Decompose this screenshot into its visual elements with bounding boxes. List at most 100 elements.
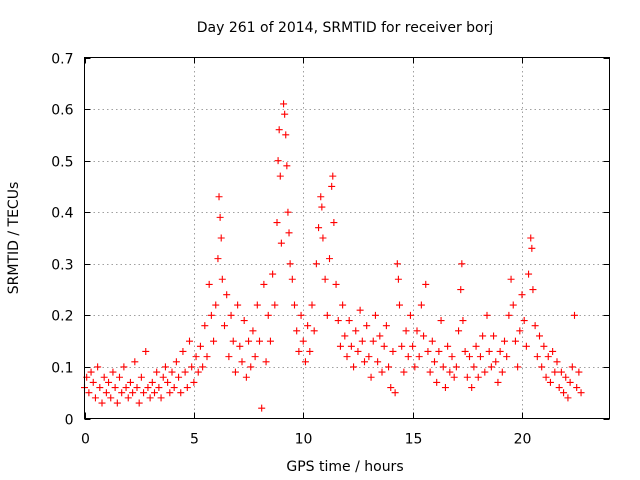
data-point bbox=[455, 327, 463, 335]
data-point bbox=[227, 311, 235, 319]
data-point bbox=[137, 373, 145, 381]
data-point bbox=[207, 311, 215, 319]
data-point bbox=[229, 337, 237, 345]
data-point bbox=[393, 260, 401, 268]
data-point bbox=[271, 301, 279, 309]
data-point bbox=[277, 239, 285, 247]
x-axis-label: GPS time / hours bbox=[286, 459, 403, 475]
y-tick-label: 0.2 bbox=[51, 309, 73, 325]
data-point bbox=[91, 394, 99, 402]
data-point bbox=[448, 353, 456, 361]
data-point bbox=[505, 311, 513, 319]
data-point bbox=[441, 384, 449, 392]
data-point bbox=[317, 193, 325, 201]
data-point bbox=[358, 337, 366, 345]
data-point bbox=[282, 131, 290, 139]
data-point bbox=[301, 358, 309, 366]
data-point bbox=[330, 219, 338, 227]
data-point bbox=[531, 322, 539, 330]
data-point bbox=[274, 157, 282, 165]
data-point bbox=[172, 358, 180, 366]
y-tick-label: 0.3 bbox=[51, 258, 73, 274]
data-point bbox=[352, 327, 360, 335]
data-point bbox=[404, 353, 412, 361]
data-point bbox=[411, 363, 419, 371]
data-point bbox=[509, 301, 517, 309]
data-point bbox=[428, 337, 436, 345]
data-point bbox=[468, 384, 476, 392]
data-point bbox=[328, 182, 336, 190]
data-point bbox=[168, 368, 176, 376]
data-point bbox=[326, 255, 333, 263]
data-point bbox=[529, 286, 537, 294]
data-point bbox=[253, 301, 261, 309]
data-point bbox=[422, 280, 430, 288]
data-point bbox=[476, 353, 484, 361]
data-point bbox=[533, 353, 541, 361]
data-point bbox=[479, 332, 487, 340]
data-point bbox=[343, 353, 351, 361]
data-point bbox=[332, 280, 340, 288]
data-point bbox=[306, 347, 314, 355]
data-point bbox=[522, 342, 530, 350]
y-tick-label: 0.4 bbox=[51, 206, 73, 222]
data-point bbox=[105, 378, 113, 386]
data-point bbox=[571, 311, 578, 319]
data-point bbox=[542, 373, 550, 381]
data-point bbox=[109, 368, 117, 376]
data-point bbox=[210, 337, 218, 345]
y-tick-label: 0.5 bbox=[51, 155, 73, 171]
data-point bbox=[501, 337, 508, 345]
data-point bbox=[450, 373, 458, 381]
data-point bbox=[153, 368, 161, 376]
data-point bbox=[192, 353, 200, 361]
data-point bbox=[116, 373, 123, 381]
data-point bbox=[146, 394, 154, 402]
data-point bbox=[433, 378, 441, 386]
data-point bbox=[494, 378, 502, 386]
data-point bbox=[201, 322, 209, 330]
data-point bbox=[94, 363, 102, 371]
data-point bbox=[107, 394, 115, 402]
data-point bbox=[242, 373, 250, 381]
data-point bbox=[466, 353, 473, 361]
data-point bbox=[496, 347, 504, 355]
data-point bbox=[551, 368, 559, 376]
data-point bbox=[283, 162, 291, 170]
data-point bbox=[400, 368, 408, 376]
data-point bbox=[562, 373, 570, 381]
data-point bbox=[374, 358, 382, 366]
data-point bbox=[157, 394, 165, 402]
data-point bbox=[376, 332, 384, 340]
data-point bbox=[319, 234, 327, 242]
x-tick-label: 0 bbox=[81, 432, 90, 448]
data-point bbox=[525, 270, 533, 278]
data-point bbox=[461, 347, 469, 355]
data-point bbox=[155, 384, 163, 392]
data-point bbox=[350, 363, 358, 371]
data-point bbox=[487, 363, 495, 371]
data-point bbox=[218, 275, 226, 283]
data-point bbox=[148, 378, 156, 386]
data-point bbox=[546, 378, 554, 386]
data-point bbox=[129, 389, 137, 397]
y-tick-label: 0 bbox=[65, 413, 74, 429]
data-point bbox=[284, 208, 292, 216]
data-point bbox=[444, 342, 452, 350]
data-point bbox=[520, 317, 528, 325]
data-point bbox=[120, 363, 128, 371]
data-point bbox=[557, 368, 565, 376]
data-point bbox=[164, 378, 172, 386]
data-point bbox=[492, 358, 500, 366]
data-point bbox=[507, 275, 515, 283]
data-point bbox=[142, 347, 150, 355]
data-point bbox=[181, 368, 189, 376]
data-point bbox=[225, 353, 233, 361]
x-tick-label: 5 bbox=[190, 432, 199, 448]
data-point bbox=[118, 389, 126, 397]
data-point bbox=[514, 363, 522, 371]
data-point bbox=[417, 301, 425, 309]
chart-title: Day 261 of 2014, SRMTID for receiver bor… bbox=[197, 20, 494, 36]
